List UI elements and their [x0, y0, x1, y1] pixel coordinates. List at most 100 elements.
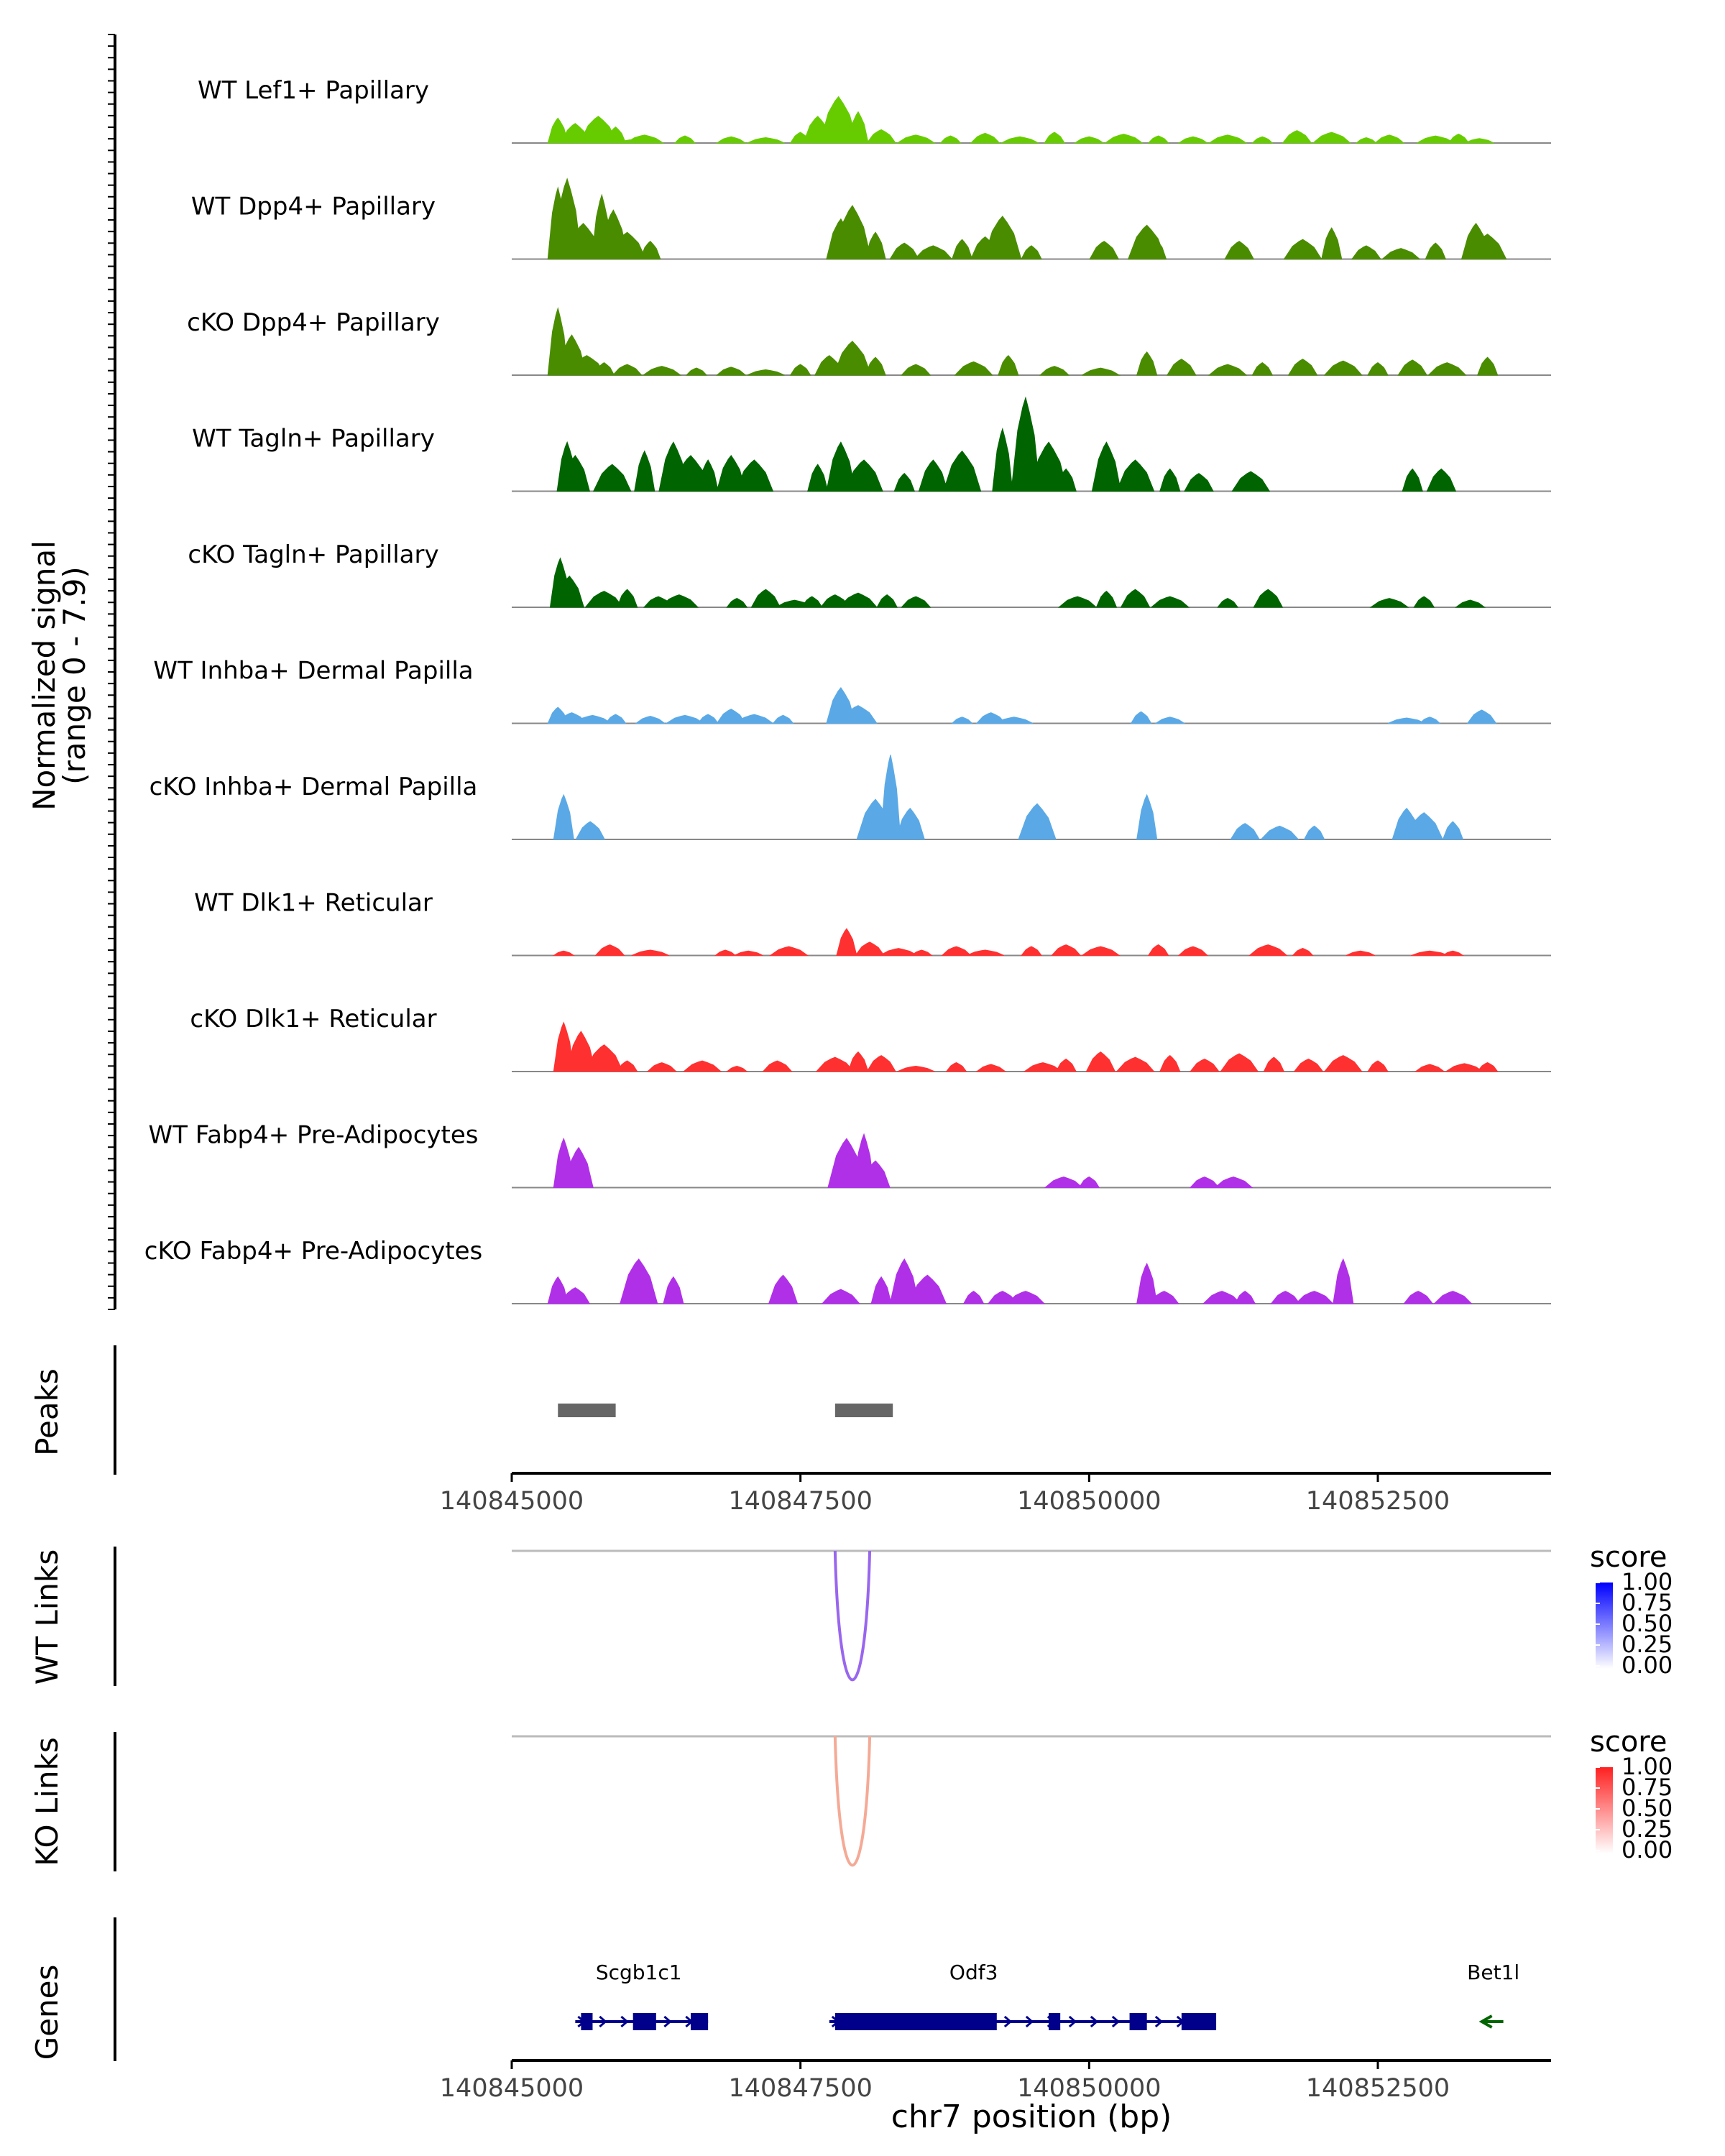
coverage-area: [547, 96, 1494, 144]
legend-gradient: [1596, 1767, 1613, 1853]
coverage-area: [556, 396, 1457, 492]
legend-value: 0.00: [1622, 1651, 1673, 1679]
legend-value: 1.00: [1622, 1753, 1673, 1780]
track-label: cKO Fabp4+ Pre-Adipocytes: [144, 1237, 483, 1266]
strand-chevron: [1068, 2015, 1077, 2028]
gene-exon: [1049, 2013, 1061, 2030]
legend-value: 0.75: [1622, 1589, 1673, 1616]
strand-chevron: [663, 2015, 672, 2028]
genes-panel: Scgb1c1 Odf3 Bet1l: [114, 1917, 1519, 2061]
coverage-track: cKO Tagln+ Papillary: [188, 540, 1551, 608]
strand-chevron: [1090, 2015, 1099, 2028]
link-arc: [833, 1736, 872, 1867]
coverage-area: [553, 1021, 1499, 1072]
track-label: WT Fabp4+ Pre-Adipocytes: [149, 1121, 479, 1150]
x-tick-label: 140845000: [440, 1487, 584, 1516]
strand-chevron: [1003, 2015, 1013, 2028]
coverage-area: [547, 178, 1507, 259]
gene-exon: [632, 2013, 656, 2030]
coverage-area: [549, 557, 1486, 608]
strand-chevron: [1154, 2015, 1164, 2028]
legend-value: 0.50: [1622, 1795, 1673, 1822]
legend-value: 0.25: [1622, 1815, 1673, 1843]
x-axis-title: chr7 position (bp): [891, 2099, 1172, 2135]
coverage-track: cKO Inhba+ Dermal Papilla: [150, 755, 1551, 840]
legend-value: 0.00: [1622, 1836, 1673, 1864]
coverage-track: WT Dlk1+ Reticular: [194, 889, 1551, 957]
peaks-panel-label: Peaks: [29, 1368, 65, 1456]
gene-model: Scgb1c1: [575, 1961, 709, 2030]
legend-title: score: [1590, 1541, 1667, 1574]
track-label: WT Dpp4+ Papillary: [191, 193, 436, 221]
coverage-area: [547, 687, 1497, 724]
legend-value: 1.00: [1622, 1568, 1673, 1595]
peak-region: [834, 1404, 893, 1417]
gene-exon: [834, 2013, 997, 2030]
legend-value: 0.50: [1622, 1610, 1673, 1637]
track-label: cKO Inhba+ Dermal Papilla: [150, 773, 478, 801]
coverage-track: cKO Dpp4+ Papillary: [187, 307, 1551, 376]
coverage-track: WT Inhba+ Dermal Papilla: [153, 657, 1551, 724]
coverage-area: [553, 1133, 1254, 1188]
genes-panel-label: Genes: [29, 1965, 65, 2060]
x-tick-label: 140852500: [1306, 1487, 1450, 1516]
coverage-area: [547, 307, 1499, 376]
coverage-track: cKO Dlk1+ Reticular: [190, 1005, 1551, 1072]
x-tick-label: 140852500: [1306, 2074, 1450, 2103]
strand-arrow: [1478, 2014, 1504, 2029]
gene-exon: [1181, 2013, 1217, 2030]
track-label: cKO Tagln+ Papillary: [188, 540, 438, 569]
coverage-area: [552, 928, 1465, 956]
legend-value: 0.75: [1622, 1774, 1673, 1801]
gene-label: Bet1l: [1467, 1961, 1519, 1984]
legend-gradient: [1596, 1583, 1613, 1669]
coverage-track: WT Dpp4+ Papillary: [191, 178, 1551, 260]
strand-chevron: [620, 2015, 629, 2028]
links-panel-label: KO Links: [29, 1737, 65, 1866]
coverage-y-label-line1: Normalized signal: [27, 540, 62, 811]
x-axis-bottom: 140845000 140847500 140850000 140852500: [440, 2059, 1551, 2103]
track-label: WT Lef1+ Papillary: [198, 76, 429, 105]
gene-label: Scgb1c1: [596, 1961, 682, 1984]
peaks-panel: [114, 1345, 893, 1475]
strand-chevron: [599, 2015, 607, 2028]
gene-model: Odf3: [829, 1961, 1217, 2030]
gene-label: Odf3: [949, 1961, 998, 1984]
coverage-area: [547, 1258, 1473, 1304]
peak-region: [558, 1404, 616, 1417]
gene-exon: [691, 2013, 709, 2030]
x-tick-label: 140847500: [728, 2074, 872, 2103]
x-axis-middle: 140845000 140847500 140850000 140852500: [440, 1472, 1551, 1516]
legend-value: 0.25: [1622, 1631, 1673, 1658]
coverage-track: cKO Fabp4+ Pre-Adipocytes: [144, 1237, 1551, 1304]
x-tick-label: 140847500: [728, 1487, 872, 1516]
x-tick-label: 140850000: [1017, 1487, 1161, 1516]
track-label: cKO Dpp4+ Papillary: [187, 308, 440, 337]
link-arc: [833, 1550, 872, 1682]
gene-exon: [581, 2013, 593, 2030]
x-tick-label: 140845000: [440, 2074, 584, 2103]
strand-chevron: [1025, 2015, 1034, 2028]
links-panel-label: WT Links: [29, 1549, 65, 1685]
track-label: WT Inhba+ Dermal Papilla: [153, 657, 473, 686]
coverage-track: WT Lef1+ Papillary: [198, 76, 1551, 144]
track-label: cKO Dlk1+ Reticular: [190, 1005, 436, 1033]
gene-exon: [1129, 2013, 1147, 2030]
x-tick-label: 140850000: [1017, 2074, 1161, 2103]
coverage-track: WT Tagln+ Papillary: [192, 396, 1551, 492]
strand-chevron: [1111, 2015, 1121, 2028]
track-label: WT Dlk1+ Reticular: [194, 889, 433, 918]
legend-title: score: [1590, 1726, 1667, 1759]
coverage-track: WT Fabp4+ Pre-Adipocytes: [149, 1121, 1551, 1189]
coverage-y-axis: [108, 34, 116, 1310]
coverage-area: [553, 755, 1464, 840]
gene-model: Bet1l: [1467, 1961, 1519, 2029]
coverage-tracks: WT Lef1+ Papillary WT Dpp4+ Papillary cKO …: [144, 76, 1551, 1304]
coverage-y-label-line2: (range 0 - 7.9): [57, 566, 92, 785]
